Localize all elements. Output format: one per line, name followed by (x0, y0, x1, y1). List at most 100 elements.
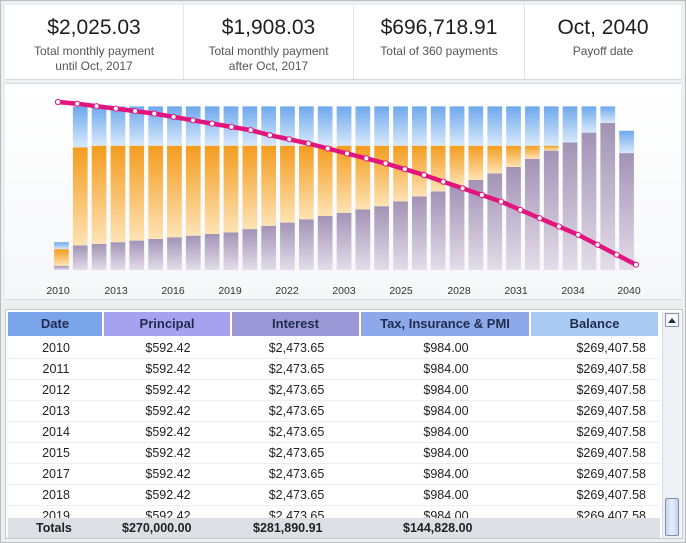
bar-principal-2026[interactable] (355, 209, 371, 271)
bar-principal-2022[interactable] (280, 222, 295, 270)
bar-tax-2010[interactable] (54, 242, 69, 250)
bar-tax-2014[interactable] (129, 106, 145, 146)
balance-point-2026[interactable] (363, 155, 370, 162)
bar-tax-2025[interactable] (336, 106, 352, 146)
bar-principal-2025[interactable] (336, 212, 352, 270)
balance-point-2032[interactable] (478, 191, 485, 199)
bar-interest-2033[interactable] (487, 145, 503, 174)
bar-principal-2024[interactable] (317, 216, 333, 270)
balance-point-2035[interactable] (536, 215, 543, 222)
bar-interest-2010[interactable] (54, 249, 69, 266)
bar-principal-2036[interactable] (543, 150, 559, 270)
bar-interest-2026[interactable] (355, 145, 371, 210)
bar-principal-2017[interactable] (185, 235, 201, 270)
bar-interest-2025[interactable] (336, 145, 352, 213)
balance-point-2025[interactable] (343, 150, 351, 157)
arrow-up-icon[interactable] (665, 313, 679, 327)
table-scrollbar[interactable] (662, 312, 681, 538)
bar-tax-2026[interactable] (355, 106, 371, 146)
bar-interest-2021[interactable] (261, 145, 276, 226)
table-row[interactable]: 2010 $592.42 $2,473.65 $984.00 $269,407.58 (8, 338, 660, 359)
bar-principal-2015[interactable] (148, 238, 163, 270)
bar-principal-2038[interactable] (581, 132, 597, 270)
column-header-tax[interactable]: Tax, Insurance & PMI (361, 312, 531, 336)
balance-point-2030[interactable] (440, 178, 447, 185)
bar-interest-2023[interactable] (299, 145, 314, 220)
bar-principal-2021[interactable] (261, 225, 276, 270)
bar-tax-2040[interactable] (619, 130, 634, 154)
bar-principal-2037[interactable] (562, 142, 578, 270)
bar-interest-2032[interactable] (468, 145, 484, 180)
bar-tax-2036[interactable] (543, 106, 559, 146)
bar-principal-2013[interactable] (110, 242, 126, 270)
table-row[interactable]: 2018 $592.42 $2,473.65 $984.00 $269,407.58 (8, 485, 660, 506)
bar-interest-2024[interactable] (317, 145, 333, 216)
column-header-principal[interactable]: Principal (104, 312, 232, 336)
table-row[interactable]: 2014 $592.42 $2,473.65 $984.00 $269,407.58 (8, 422, 660, 443)
bar-tax-2027[interactable] (374, 106, 389, 146)
balance-point-2031[interactable] (459, 185, 466, 192)
bar-tax-2028[interactable] (393, 106, 408, 146)
balance-point-2038[interactable] (594, 241, 601, 248)
column-header-interest[interactable]: Interest (232, 312, 361, 336)
bar-principal-2039[interactable] (600, 122, 616, 270)
bar-interest-2035[interactable] (525, 145, 540, 159)
bar-tax-2031[interactable] (449, 106, 465, 146)
bar-tax-2039[interactable] (600, 106, 616, 123)
bar-tax-2011[interactable] (72, 106, 88, 148)
table-row[interactable]: 2011 $592.42 $2,473.65 $984.00 $269,407.58 (8, 359, 660, 380)
bar-tax-2029[interactable] (412, 106, 427, 146)
bar-interest-2036[interactable] (543, 145, 559, 151)
bar-tax-2012[interactable] (91, 106, 107, 146)
bar-tax-2021[interactable] (261, 106, 276, 146)
table-row[interactable]: 2017 $592.42 $2,473.65 $984.00 $269,407.58 (8, 464, 660, 485)
balance-point-2027[interactable] (382, 160, 389, 167)
balance-point-2037[interactable] (575, 231, 582, 238)
bar-tax-2030[interactable] (430, 106, 446, 146)
balance-point-2020[interactable] (247, 127, 254, 134)
bar-principal-2027[interactable] (374, 206, 389, 270)
column-header-balance[interactable]: Balance (531, 312, 660, 336)
bar-principal-2018[interactable] (204, 234, 220, 270)
bar-tax-2016[interactable] (167, 106, 182, 146)
bar-tax-2023[interactable] (299, 106, 314, 146)
balance-point-2012[interactable] (93, 103, 100, 110)
bar-interest-2012[interactable] (91, 145, 107, 244)
bar-interest-2011[interactable] (72, 147, 88, 246)
bar-interest-2020[interactable] (242, 145, 258, 230)
table-row[interactable]: 2015 $592.42 $2,473.65 $984.00 $269,407.58 (8, 443, 660, 464)
balance-point-2036[interactable] (555, 223, 563, 230)
scrollbar-thumb[interactable] (665, 498, 679, 536)
bar-tax-2024[interactable] (317, 106, 333, 146)
balance-point-2017[interactable] (189, 117, 196, 124)
bar-principal-2034[interactable] (506, 167, 521, 270)
balance-point-2021[interactable] (266, 132, 273, 139)
bar-tax-2035[interactable] (525, 106, 540, 146)
bar-interest-2028[interactable] (393, 145, 408, 202)
bar-principal-2014[interactable] (129, 240, 145, 270)
table-row[interactable]: 2013 $592.42 $2,473.65 $984.00 $269,407.58 (8, 401, 660, 422)
bar-principal-2016[interactable] (167, 237, 182, 270)
bar-principal-2040[interactable] (619, 153, 634, 270)
bar-interest-2022[interactable] (280, 145, 295, 223)
bar-principal-2032[interactable] (468, 180, 484, 270)
bar-tax-2032[interactable] (468, 106, 484, 146)
bar-tax-2013[interactable] (110, 106, 126, 146)
bar-tax-2038[interactable] (581, 106, 597, 133)
bar-tax-2017[interactable] (185, 106, 201, 146)
balance-point-2019[interactable] (228, 123, 235, 131)
bar-interest-2029[interactable] (412, 145, 427, 197)
balance-point-2033[interactable] (498, 198, 505, 205)
bar-principal-2011[interactable] (72, 245, 88, 271)
bar-principal-2029[interactable] (412, 196, 427, 270)
balance-point-2013[interactable] (112, 105, 119, 112)
balance-point-2028[interactable] (401, 166, 408, 173)
bar-interest-2014[interactable] (129, 145, 145, 241)
bar-tax-2034[interactable] (506, 106, 521, 146)
balance-point-2022[interactable] (286, 136, 293, 143)
bar-principal-2023[interactable] (299, 219, 314, 270)
bar-interest-2016[interactable] (167, 145, 182, 238)
bar-principal-2033[interactable] (487, 173, 503, 271)
balance-point-2024[interactable] (324, 145, 331, 152)
column-header-date[interactable]: Date (8, 312, 104, 336)
